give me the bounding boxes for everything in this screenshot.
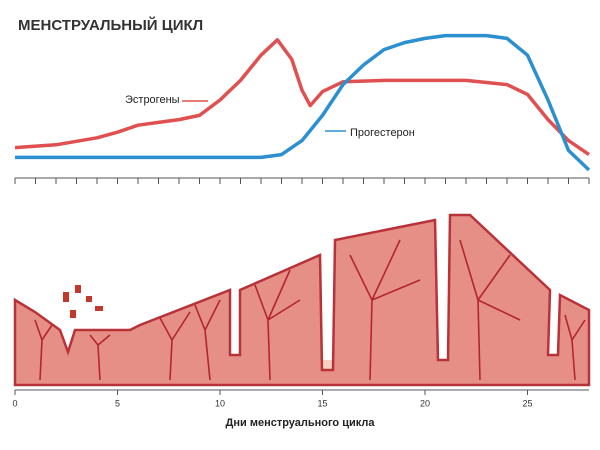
legend-label: Прогестерон: [350, 127, 415, 139]
shed-fragments: [63, 285, 103, 318]
chart-title: МЕНСТРУАЛЬНЫЙ ЦИКЛ: [18, 16, 203, 34]
vessels: [34, 239, 586, 381]
legend-label: Эстрогены: [125, 94, 180, 106]
x-axis-label: Дни менструального цикла: [226, 417, 376, 429]
x-tick-label: 0: [12, 398, 17, 408]
endometrium: [13, 213, 591, 387]
x-tick-label: 15: [317, 398, 327, 408]
x-tick-label: 5: [115, 398, 120, 408]
endometrium-illustration: [13, 213, 591, 387]
series-line: [15, 33, 591, 172]
x-tick-label: 20: [420, 398, 430, 408]
x-tick-label: 25: [522, 398, 532, 408]
x-tick-label: 10: [215, 398, 225, 408]
series-line: [14, 38, 590, 157]
